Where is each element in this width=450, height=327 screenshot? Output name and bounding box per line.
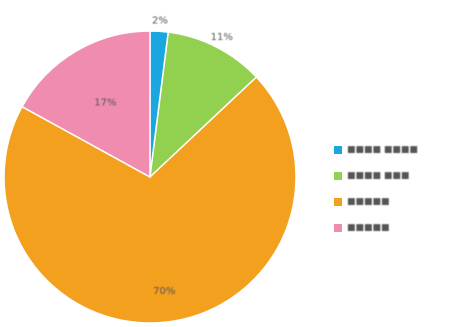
legend-swatch xyxy=(334,197,342,206)
legend-label: ■■■■■ xyxy=(347,196,390,207)
legend: ■■■■ ■■■■ ■■■■ ■■■ ■■■■■ ■■■■■ xyxy=(334,141,418,245)
legend-label: ■■■■ ■■■ xyxy=(347,170,410,181)
legend-label: ■■■■ ■■■■ xyxy=(347,144,418,155)
pie-slice xyxy=(148,31,258,179)
pie-slice xyxy=(21,30,151,179)
pie-slice xyxy=(3,75,297,324)
slice-value-label: 70% xyxy=(153,286,175,297)
slice-value-label: 17% xyxy=(94,98,116,109)
legend-item: ■■■■■ xyxy=(334,193,418,210)
legend-item: ■■■■■ xyxy=(334,219,418,236)
legend-swatch xyxy=(334,223,342,232)
legend-item: ■■■■ ■■■ xyxy=(334,167,418,184)
legend-item: ■■■■ ■■■■ xyxy=(334,141,418,158)
legend-label: ■■■■■ xyxy=(347,222,390,233)
legend-swatch xyxy=(334,145,342,154)
slice-value-label: 2% xyxy=(152,15,168,26)
pie-slices xyxy=(3,30,297,324)
pie-slice-labels: 2% 11% 70% 17% xyxy=(94,15,233,297)
slice-value-label: 11% xyxy=(211,32,233,43)
legend-swatch xyxy=(334,171,342,180)
